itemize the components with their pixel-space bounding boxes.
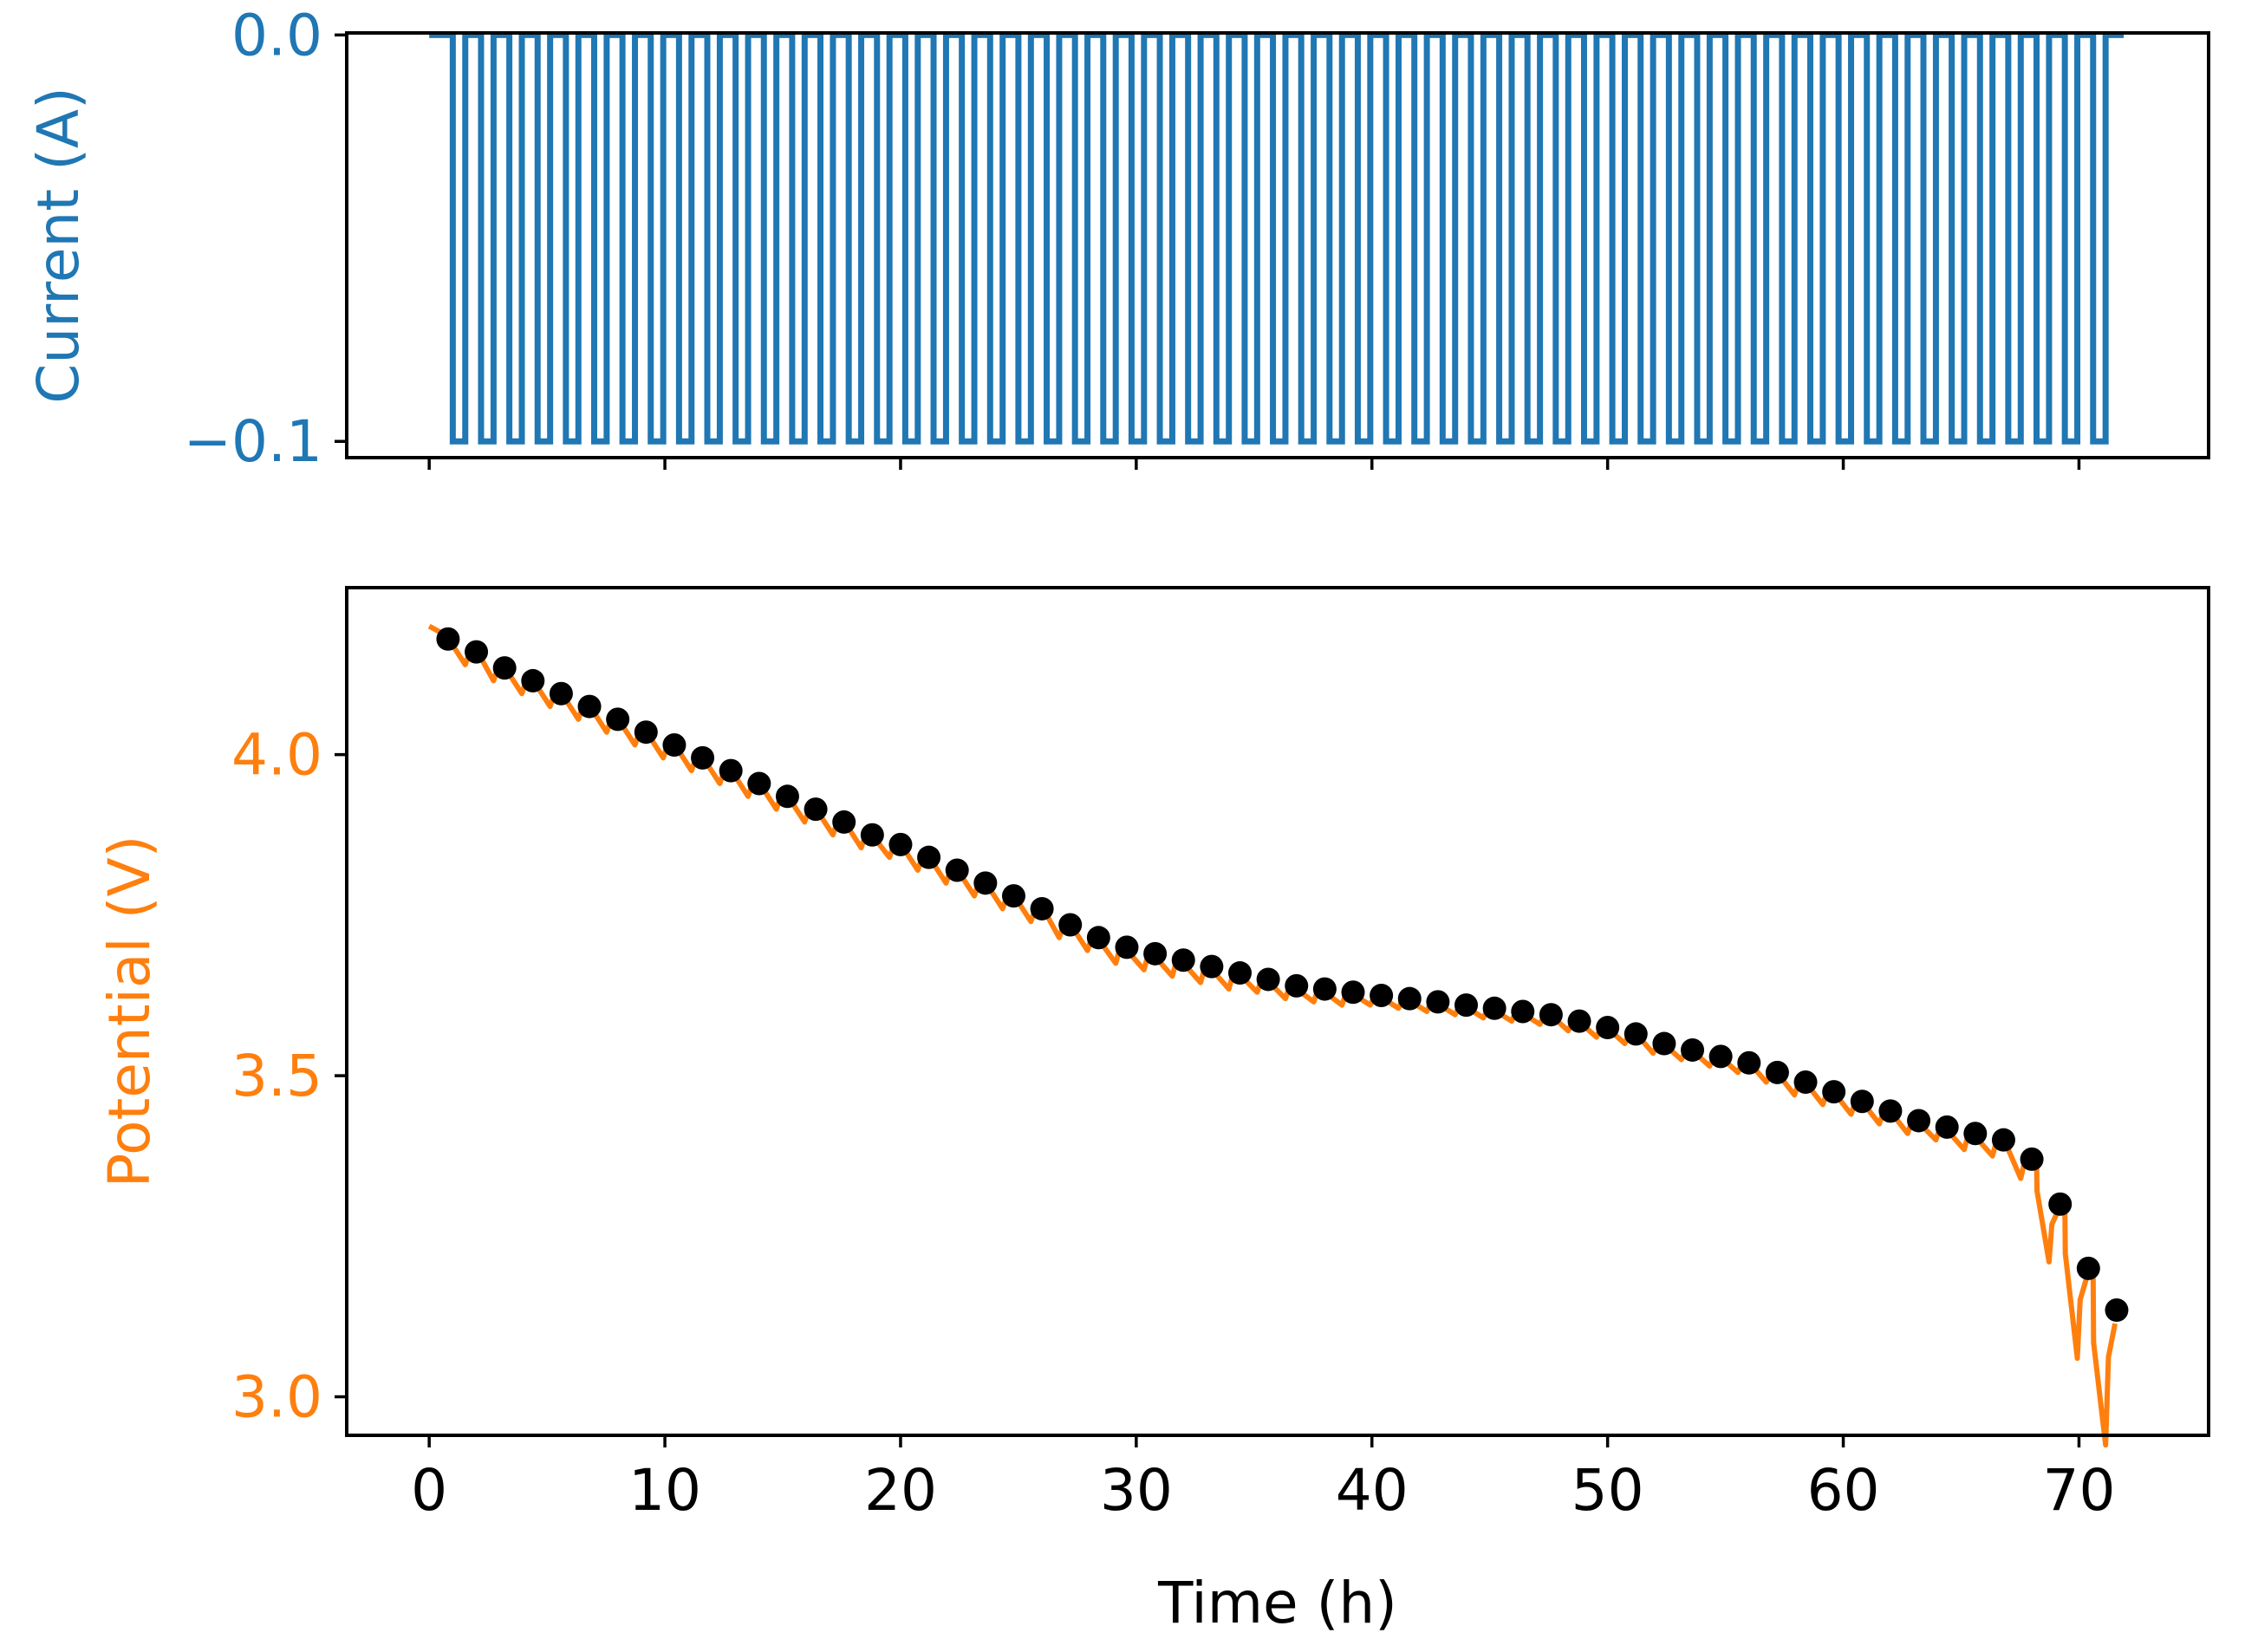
relaxed-potential-point (747, 771, 771, 796)
relaxed-potential-point (832, 810, 856, 834)
relaxed-potential-point (606, 707, 630, 732)
relaxed-potential-point (1143, 941, 1168, 966)
potential-panel: 0 10 20 30 40 50 60 70 3.03.54.0 Potential (V) … (96, 586, 2210, 1636)
current-y-ticks: 0.0 −0.1 (184, 2, 347, 475)
relaxed-potential-point (1907, 1109, 1931, 1133)
relaxed-potential-point (1312, 977, 1337, 1001)
relaxed-potential-point (1935, 1115, 1959, 1139)
y-tick-label: 3.0 (231, 1364, 322, 1431)
relaxed-potential-points (436, 627, 2129, 1323)
relaxed-potential-point (1341, 980, 1365, 1005)
x-tick-label: 0 (411, 1457, 447, 1524)
relaxed-potential-point (945, 858, 969, 882)
relaxed-potential-point (888, 832, 913, 856)
relaxed-potential-point (1397, 986, 1422, 1011)
y-tick-label: 0.0 (231, 2, 322, 68)
relaxed-potential-point (521, 668, 545, 693)
current-trace (429, 31, 2125, 445)
relaxed-potential-point (577, 694, 602, 719)
relaxed-potential-point (1115, 935, 1139, 959)
y-tick-label: 4.0 (231, 722, 322, 789)
relaxed-potential-point (1200, 954, 1224, 979)
relaxed-potential-point (1086, 926, 1110, 950)
x-tick-label: 60 (1807, 1457, 1880, 1524)
relaxed-potential-point (804, 797, 828, 822)
relaxed-potential-point (1765, 1060, 1789, 1084)
relaxed-potential-point (1793, 1070, 1818, 1094)
relaxed-potential-point (1737, 1050, 1761, 1075)
relaxed-potential-point (1426, 990, 1450, 1014)
relaxed-potential-point (1822, 1080, 1846, 1104)
potential-y-axis-label: Potential (V) (96, 836, 163, 1188)
relaxed-potential-point (1370, 983, 1394, 1007)
y-tick-label: −0.1 (184, 408, 322, 475)
potential-y-ticks: 3.0 3.5 4.0 (231, 722, 347, 1431)
relaxed-potential-point (1567, 1009, 1591, 1033)
relaxed-potential-point (860, 823, 884, 847)
relaxed-potential-point (1511, 999, 1535, 1024)
relaxed-potential-point (1539, 1003, 1563, 1027)
relaxed-potential-point (1624, 1022, 1648, 1046)
potential-x-ticks: 0 10 20 30 40 50 60 70 (411, 1435, 2115, 1524)
relaxed-potential-point (917, 845, 941, 869)
relaxed-potential-point (1285, 973, 1309, 998)
current-plot-frame (345, 31, 2210, 459)
relaxed-potential-point (1708, 1044, 1733, 1069)
relaxed-potential-point (2076, 1256, 2100, 1280)
current-series-group (429, 31, 2125, 445)
relaxed-potential-point (1652, 1031, 1676, 1056)
relaxed-potential-point (465, 640, 489, 664)
relaxed-potential-point (973, 871, 998, 895)
relaxed-potential-point (1001, 884, 1025, 908)
relaxed-potential-point (492, 656, 517, 680)
x-tick-label: 50 (1572, 1457, 1644, 1524)
relaxed-potential-point (634, 720, 658, 745)
relaxed-potential-point (691, 745, 715, 770)
y-tick-label: 3.5 (231, 1043, 322, 1109)
relaxed-potential-point (1454, 993, 1479, 1018)
relaxed-potential-point (1596, 1016, 1620, 1040)
relaxed-potential-point (1482, 996, 1506, 1020)
x-tick-label: 30 (1100, 1457, 1173, 1524)
x-tick-label: 10 (628, 1457, 701, 1524)
relaxed-potential-point (1256, 967, 1280, 992)
relaxed-potential-point (2020, 1147, 2044, 1171)
relaxed-potential-point (1963, 1122, 1988, 1146)
potential-plot-frame (345, 586, 2210, 1437)
relaxed-potential-point (1681, 1037, 1705, 1062)
current-x-ticks (427, 458, 2081, 470)
x-tick-label: 20 (864, 1457, 937, 1524)
relaxed-potential-point (1991, 1128, 2015, 1152)
relaxed-potential-point (436, 627, 460, 651)
time-x-axis-label: Time (h) (1157, 1570, 1397, 1636)
relaxed-potential-point (1058, 913, 1083, 937)
relaxed-potential-point (2048, 1192, 2073, 1216)
relaxed-potential-point (662, 733, 687, 758)
current-panel: 0.0 −0.1 Current (A) (25, 2, 2210, 475)
relaxed-potential-point (1227, 961, 1252, 985)
relaxed-potential-point (549, 681, 573, 706)
relaxed-potential-point (775, 784, 799, 809)
x-tick-label: 40 (1336, 1457, 1409, 1524)
relaxed-potential-point (1030, 896, 1054, 920)
relaxed-potential-point (719, 758, 743, 783)
relaxed-potential-point (1850, 1089, 1874, 1114)
relaxed-potential-point (1171, 948, 1195, 972)
x-tick-label: 70 (2042, 1457, 2115, 1524)
current-y-axis-label: Current (A) (25, 87, 92, 404)
relaxed-potential-point (1878, 1099, 1903, 1123)
relaxed-potential-point (2105, 1298, 2129, 1323)
